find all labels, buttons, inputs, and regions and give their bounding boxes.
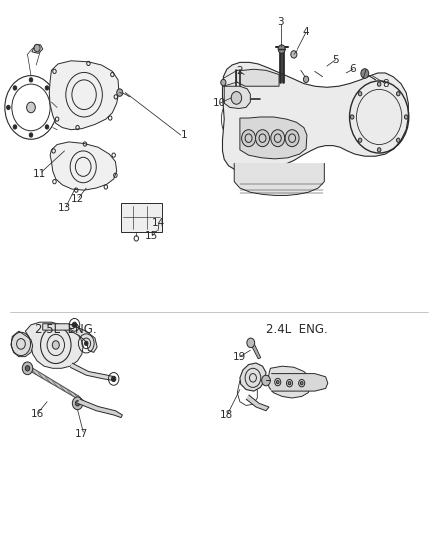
- Circle shape: [288, 382, 291, 385]
- Circle shape: [275, 378, 281, 386]
- Polygon shape: [11, 331, 33, 357]
- Circle shape: [52, 106, 55, 110]
- Text: 5: 5: [332, 55, 339, 64]
- Circle shape: [25, 366, 30, 371]
- Polygon shape: [70, 363, 115, 381]
- Polygon shape: [237, 69, 279, 86]
- Circle shape: [72, 397, 83, 410]
- Circle shape: [29, 133, 33, 137]
- Text: 14: 14: [152, 218, 165, 228]
- Polygon shape: [271, 374, 328, 391]
- Circle shape: [304, 76, 309, 83]
- Text: 4: 4: [303, 27, 309, 37]
- Text: 3: 3: [278, 17, 284, 27]
- Polygon shape: [25, 322, 83, 368]
- Text: 11: 11: [33, 169, 46, 179]
- Circle shape: [247, 338, 254, 348]
- Circle shape: [404, 115, 408, 119]
- Circle shape: [22, 362, 33, 375]
- Polygon shape: [50, 142, 117, 190]
- Circle shape: [378, 82, 381, 86]
- Circle shape: [255, 130, 269, 147]
- Polygon shape: [240, 363, 266, 391]
- Circle shape: [27, 102, 35, 113]
- Polygon shape: [234, 163, 324, 196]
- Circle shape: [45, 125, 49, 129]
- Circle shape: [358, 138, 362, 142]
- Polygon shape: [224, 86, 251, 109]
- Polygon shape: [78, 399, 122, 418]
- Text: 12: 12: [71, 193, 84, 204]
- Circle shape: [291, 51, 297, 58]
- Text: 2.5L  ENG.: 2.5L ENG.: [35, 322, 97, 336]
- Circle shape: [231, 92, 242, 104]
- Circle shape: [396, 138, 400, 142]
- Polygon shape: [246, 395, 269, 411]
- Circle shape: [285, 130, 299, 147]
- Circle shape: [299, 379, 305, 387]
- Circle shape: [112, 376, 116, 382]
- Text: 6: 6: [350, 64, 357, 74]
- Text: 17: 17: [75, 429, 88, 439]
- Circle shape: [45, 86, 49, 90]
- Text: 16: 16: [31, 409, 44, 419]
- Text: 10: 10: [213, 98, 226, 108]
- Circle shape: [221, 79, 226, 86]
- FancyBboxPatch shape: [121, 203, 162, 232]
- Circle shape: [13, 125, 17, 129]
- Circle shape: [300, 382, 303, 385]
- Circle shape: [29, 78, 33, 82]
- Polygon shape: [24, 363, 87, 405]
- Polygon shape: [223, 62, 408, 172]
- Polygon shape: [32, 45, 43, 53]
- Circle shape: [7, 106, 10, 110]
- Text: 15: 15: [145, 231, 158, 241]
- Polygon shape: [251, 343, 261, 359]
- Circle shape: [378, 148, 381, 152]
- Polygon shape: [43, 324, 97, 352]
- Polygon shape: [49, 61, 119, 130]
- Text: 2: 2: [237, 67, 243, 76]
- Text: 2.4L  ENG.: 2.4L ENG.: [266, 322, 328, 336]
- Circle shape: [358, 92, 362, 96]
- Circle shape: [52, 341, 59, 349]
- Polygon shape: [240, 117, 307, 159]
- Text: 13: 13: [58, 203, 71, 213]
- Circle shape: [278, 45, 285, 53]
- Circle shape: [117, 89, 123, 96]
- Circle shape: [261, 375, 270, 386]
- Polygon shape: [268, 366, 311, 398]
- Circle shape: [361, 69, 369, 78]
- Circle shape: [75, 401, 80, 406]
- Circle shape: [85, 341, 88, 345]
- Circle shape: [396, 92, 400, 96]
- Circle shape: [242, 130, 255, 147]
- Circle shape: [34, 44, 40, 52]
- Circle shape: [276, 381, 279, 384]
- Circle shape: [271, 130, 285, 147]
- Circle shape: [72, 322, 77, 327]
- Circle shape: [350, 115, 354, 119]
- Circle shape: [286, 379, 293, 387]
- Text: 1: 1: [181, 130, 187, 140]
- Text: 8: 8: [382, 78, 389, 88]
- Circle shape: [13, 86, 17, 90]
- Text: 19: 19: [233, 352, 247, 361]
- Text: 18: 18: [220, 410, 233, 420]
